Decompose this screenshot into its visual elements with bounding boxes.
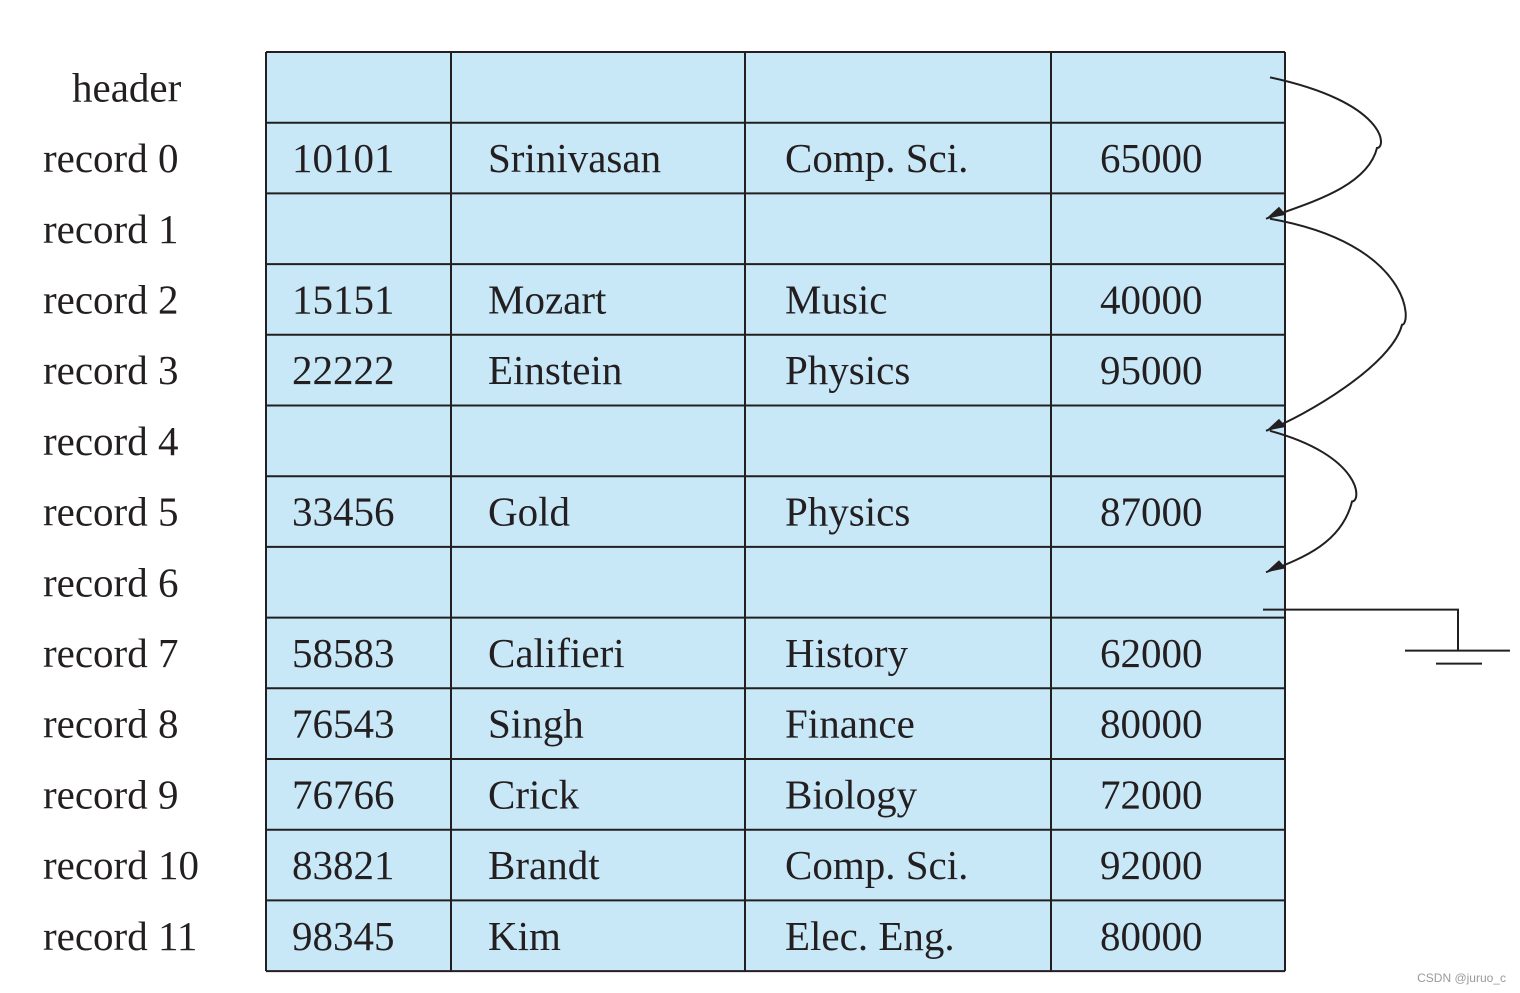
cell-dept: Physics [785,347,910,393]
cell-id: 22222 [292,347,395,393]
record-label: record 6 [43,559,178,605]
cell-id: 10101 [292,135,395,181]
header-label: header [72,64,182,110]
arrowhead-icon [1266,418,1286,431]
cell-id: 15151 [292,276,395,322]
cell-name: Brandt [488,842,600,888]
record-label: record 4 [43,418,178,464]
cell-salary: 62000 [1100,630,1203,676]
cell-id: 58583 [292,630,395,676]
record-values: 10101 Srinivasan Comp. Sci. 65000 15151 Mozar… [292,135,1203,959]
record-label: record 2 [43,276,178,322]
arrowhead-icon [1266,206,1286,219]
free-list-pointers [1263,76,1510,665]
cell-name: Mozart [488,276,607,322]
row-labels: header record 0 record 1 record 2 record 3 re… [43,64,199,958]
record-label: record 1 [43,206,178,252]
cell-dept: Biology [785,771,918,817]
cell-salary: 80000 [1100,701,1203,747]
cell-salary: 95000 [1100,347,1203,393]
cell-name: Kim [488,913,561,959]
cell-salary: 72000 [1100,771,1203,817]
free-list-link [1265,76,1382,220]
cell-dept: Comp. Sci. [785,135,968,181]
cell-name: Singh [488,701,584,747]
cell-name: Einstein [488,347,622,393]
cell-dept: Elec. Eng. [785,913,955,959]
cell-dept: History [785,630,909,676]
null-ground-icon [1263,608,1510,665]
table-background [266,52,1285,972]
record-label: record 7 [43,630,178,676]
cell-name: Crick [488,771,580,817]
record-label: record 9 [43,771,178,817]
free-list-link [1265,217,1407,432]
cell-dept: Physics [785,489,910,535]
record-label: record 11 [43,913,197,959]
record-label: record 3 [43,347,178,393]
table-grid [265,51,1286,973]
arrowhead-icon [1266,560,1286,573]
cell-salary: 65000 [1100,135,1203,181]
cell-salary: 40000 [1100,276,1203,322]
cell-id: 33456 [292,489,395,535]
free-list-link [1265,429,1358,574]
cell-dept: Comp. Sci. [785,842,968,888]
record-label: record 8 [43,701,178,747]
cell-salary: 92000 [1100,842,1203,888]
watermark: CSDN @juruo_c [1417,971,1506,985]
cell-dept: Finance [785,701,915,747]
record-label: record 5 [43,489,178,535]
record-label: record 0 [43,135,178,181]
record-label: record 10 [43,842,199,888]
cell-dept: Music [785,276,888,322]
cell-name: Srinivasan [488,135,661,181]
cell-id: 98345 [292,913,395,959]
cell-id: 83821 [292,842,395,888]
cell-salary: 87000 [1100,489,1203,535]
cell-name: Califieri [488,630,625,676]
record-table [266,52,1285,972]
cell-salary: 80000 [1100,913,1203,959]
cell-id: 76543 [292,701,395,747]
cell-name: Gold [488,489,570,535]
cell-id: 76766 [292,771,395,817]
